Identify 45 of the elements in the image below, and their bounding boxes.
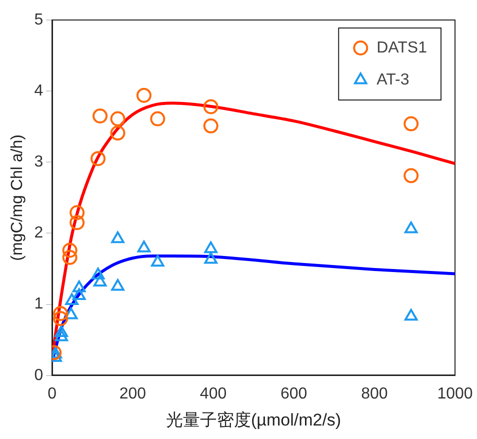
- point: [65, 293, 78, 306]
- point: [72, 280, 86, 292]
- x-tick-label: 0: [48, 385, 57, 402]
- point: [137, 240, 151, 252]
- y-axis-title: (mgC/mg Chl a/h): [9, 134, 26, 261]
- x-tick-label: 800: [361, 385, 388, 402]
- point: [54, 325, 68, 337]
- point: [111, 231, 124, 244]
- point: [404, 221, 418, 234]
- point: [111, 279, 124, 291]
- point: [54, 330, 68, 342]
- x-tick-label: 1000: [437, 385, 473, 402]
- point: [404, 168, 419, 184]
- y-tick-label: 2: [34, 224, 44, 242]
- point: [92, 108, 108, 124]
- x-axis-title: 光量子密度(µmol/m2/s): [166, 410, 342, 430]
- point: [203, 118, 218, 134]
- x-tick-label: 400: [200, 385, 227, 402]
- point: [93, 274, 107, 287]
- point: [110, 111, 126, 126]
- point: [404, 308, 418, 321]
- point: [204, 252, 218, 264]
- point: [204, 241, 218, 254]
- point: [72, 288, 86, 300]
- point: [90, 151, 106, 166]
- point: [151, 254, 164, 267]
- legend-label: DATS1: [376, 39, 428, 56]
- point: [404, 116, 419, 132]
- legend-label: AT-3: [376, 71, 410, 88]
- y-tick-label: 3: [34, 154, 44, 171]
- point: [91, 268, 105, 280]
- point: [62, 242, 78, 258]
- y-tick-label: 1: [34, 296, 44, 313]
- point: [110, 126, 126, 141]
- x-tick-label: 600: [280, 385, 308, 402]
- y-tick-label: 4: [34, 82, 44, 100]
- y-tick-label: 5: [34, 11, 44, 28]
- point: [62, 250, 78, 265]
- point: [136, 88, 152, 103]
- point: [203, 99, 218, 114]
- x-tick-label: 200: [119, 385, 146, 402]
- point: [150, 111, 166, 126]
- point: [70, 215, 85, 230]
- point: [70, 205, 85, 220]
- y-tick-label: 0: [34, 366, 44, 384]
